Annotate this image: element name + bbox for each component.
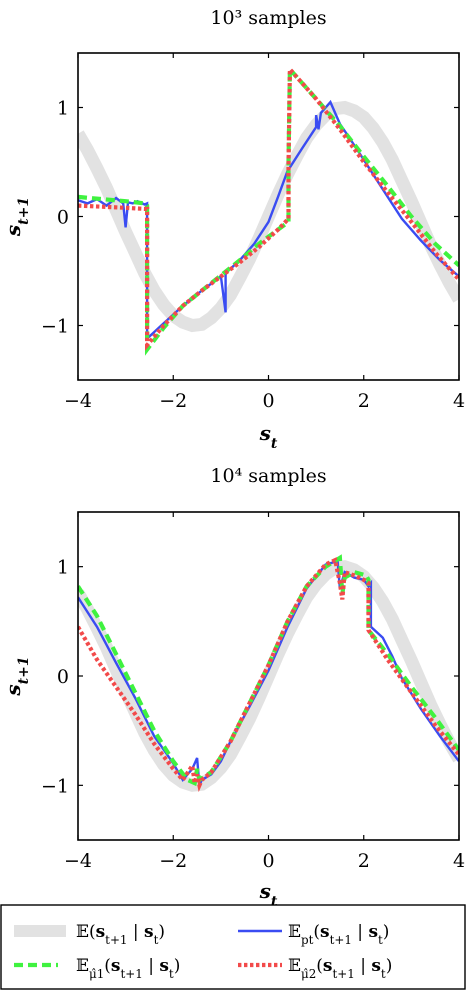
series-group: [78, 63, 459, 356]
y-tick-label: −1: [41, 775, 69, 797]
y-axis-label: st+1: [1, 656, 32, 696]
x-axis-label: st: [259, 879, 278, 910]
chart-title: 10³ samples: [210, 7, 326, 29]
x-tick-label: 0: [262, 390, 274, 412]
series-line-true-expectation: [78, 560, 459, 792]
legend-box: [0, 904, 466, 990]
y-axis-label: st+1: [1, 197, 32, 237]
x-tick-label: 0: [262, 850, 274, 872]
y-tick-label: 1: [57, 557, 69, 579]
series-line-mu-hat-2: [78, 557, 459, 793]
x-tick-label: 2: [358, 390, 370, 412]
chart-title: 10⁴ samples: [210, 465, 326, 487]
x-tick-label: 4: [453, 390, 465, 412]
x-axis-label: st: [259, 421, 278, 452]
legend-label-3: 𝔼μ̂1(st+1 | st): [76, 956, 180, 981]
series-line-mu-hat-2: [78, 63, 459, 351]
legend-label-2: 𝔼pt(st+1 | st): [288, 922, 389, 947]
x-tick-label: −2: [159, 390, 187, 412]
legend: 𝔼(st+1 | st) 𝔼pt(st+1 | st) 𝔼μ̂1(st+1 | st…: [0, 904, 466, 990]
y-tick-label: 0: [57, 207, 69, 229]
y-tick-label: 0: [57, 666, 69, 688]
series-line-p-t: [78, 559, 459, 786]
y-tick-label: −1: [41, 316, 69, 338]
x-tick-label: −4: [64, 390, 92, 412]
legend-label-1: 𝔼(st+1 | st): [76, 922, 165, 947]
series-line-mu-hat-1: [78, 63, 459, 356]
y-tick-label: 1: [57, 98, 69, 120]
legend-label-4: 𝔼μ̂2(st+1 | st): [288, 956, 392, 981]
series-line-mu-hat-1: [78, 554, 459, 787]
x-tick-label: 4: [453, 850, 465, 872]
x-tick-label: 2: [358, 850, 370, 872]
series-line-p-t: [78, 99, 459, 342]
series-line-true-expectation: [78, 100, 459, 333]
x-tick-label: −2: [159, 850, 187, 872]
x-tick-label: −4: [64, 850, 92, 872]
chart-panel-2: −4 −2 0 2 4 −1 0 1 10⁴ samples st st+1: [1, 465, 465, 910]
series-group: [78, 554, 459, 793]
chart-panel-1: −4 −2 0 2 4 −1 0 1 10³ samples st st+1: [1, 7, 465, 452]
